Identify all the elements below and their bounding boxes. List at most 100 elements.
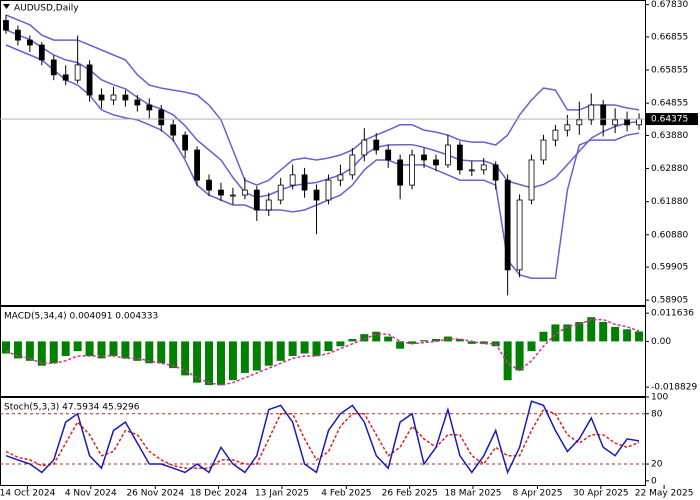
candle-body — [588, 104, 595, 121]
candle-body — [409, 154, 415, 186]
candle-body — [26, 39, 33, 46]
macd-bar — [336, 341, 345, 347]
macd-bar — [611, 326, 620, 342]
candle-body — [122, 94, 129, 101]
candle-body — [170, 124, 177, 136]
macd-bar — [181, 341, 190, 376]
symbol-menu-icon[interactable] — [3, 4, 10, 9]
x-tick-label: 13 Jan 2025 — [255, 489, 309, 499]
x-tick-label: 26 Feb 2025 — [382, 489, 438, 499]
candle-body — [146, 104, 153, 111]
macd-bar — [587, 317, 596, 342]
candle-body — [528, 159, 535, 201]
candle-body — [516, 199, 523, 271]
macd-bar — [49, 341, 58, 364]
y-tick-label: 0 — [651, 476, 657, 486]
main-panel — [0, 0, 646, 306]
y-tick-label: 0.60880 — [651, 230, 688, 240]
macd-bar — [467, 341, 476, 344]
candle-body — [445, 144, 451, 166]
macd-bar — [205, 341, 214, 386]
macd-bar — [157, 341, 166, 364]
last-price-box — [646, 113, 698, 126]
macd-bar — [216, 341, 225, 386]
candle-body — [50, 59, 57, 76]
macd-bar — [300, 341, 309, 354]
bollinger-band — [5, 14, 640, 186]
candle-body — [98, 94, 105, 101]
macd-bar — [563, 324, 572, 342]
macd-bar — [431, 338, 440, 342]
candle-body — [373, 139, 380, 151]
macd-bar — [455, 338, 464, 342]
macd-bar — [360, 334, 369, 342]
macd-bar — [599, 322, 608, 342]
macd-bar — [384, 336, 393, 342]
stoch-signal — [5, 408, 640, 469]
y-tick-label: 80 — [651, 409, 663, 419]
macd-bar — [97, 341, 106, 359]
candle-body — [600, 104, 607, 126]
stoch-panel — [0, 397, 646, 486]
candle-body — [15, 29, 21, 41]
macd-bar — [288, 341, 297, 356]
candle-body — [253, 189, 260, 211]
candle-body — [349, 154, 356, 176]
x-tick-label: 22 May 2025 — [635, 489, 694, 499]
candle-body — [612, 119, 619, 126]
candle-body — [110, 94, 117, 101]
candle-body — [265, 199, 272, 211]
x-tick-label: 26 Nov 2024 — [126, 489, 184, 499]
macd-bar — [479, 341, 488, 344]
macd-bar — [37, 341, 46, 366]
candle-body — [624, 119, 630, 126]
last-price-label: 0.64375 — [651, 115, 688, 125]
candle-body — [456, 144, 463, 171]
x-tick-label: 4 Feb 2025 — [321, 489, 371, 499]
candle-body — [468, 169, 475, 172]
macd-bar — [85, 341, 94, 356]
y-tick-label: 0.63880 — [651, 131, 688, 141]
macd-bar — [264, 341, 273, 366]
macd-bar — [1, 341, 10, 354]
macd-bar — [396, 341, 405, 349]
stoch-title: Stoch(5,3,3) 47.5934 45.9296 — [4, 403, 140, 413]
macd-bar — [539, 331, 548, 342]
y-tick-label: 0.62880 — [651, 164, 688, 174]
macd-title: MACD(5,34,4) 0.004091 0.004333 — [4, 312, 158, 322]
candle-body — [3, 20, 9, 31]
candle-body — [636, 118, 642, 126]
macd-bar — [121, 341, 130, 359]
x-tick-label: 8 Apr 2025 — [513, 489, 563, 499]
candle-body — [480, 164, 487, 171]
candle-body — [182, 134, 189, 151]
macd-bar — [312, 341, 321, 356]
macd-bar — [145, 341, 154, 364]
candle-body — [576, 119, 583, 126]
y-tick-label: 0.66855 — [651, 32, 688, 42]
y-tick-label: 100 — [651, 393, 668, 403]
candle-body — [492, 164, 499, 181]
candle-body — [313, 189, 320, 201]
candle-body — [86, 64, 93, 96]
bollinger-band — [5, 44, 640, 279]
macd-bar — [73, 341, 82, 352]
macd-bar — [61, 341, 70, 356]
y-tick-label: 0.67830 — [651, 0, 688, 10]
candle-body — [504, 179, 511, 271]
macd-bar — [551, 324, 560, 342]
macd-bar — [169, 341, 178, 369]
y-tick-label: -0.018829 — [651, 383, 697, 393]
macd-bar — [252, 341, 261, 371]
macd-signal — [5, 318, 640, 386]
candle-body — [206, 179, 212, 191]
candle-body — [385, 149, 392, 161]
candle-body — [277, 184, 284, 201]
y-tick-label: 20 — [651, 460, 663, 470]
macd-bar — [228, 341, 237, 381]
macd-bar — [13, 341, 22, 359]
candle-body — [194, 149, 200, 181]
candle-body — [433, 159, 439, 166]
